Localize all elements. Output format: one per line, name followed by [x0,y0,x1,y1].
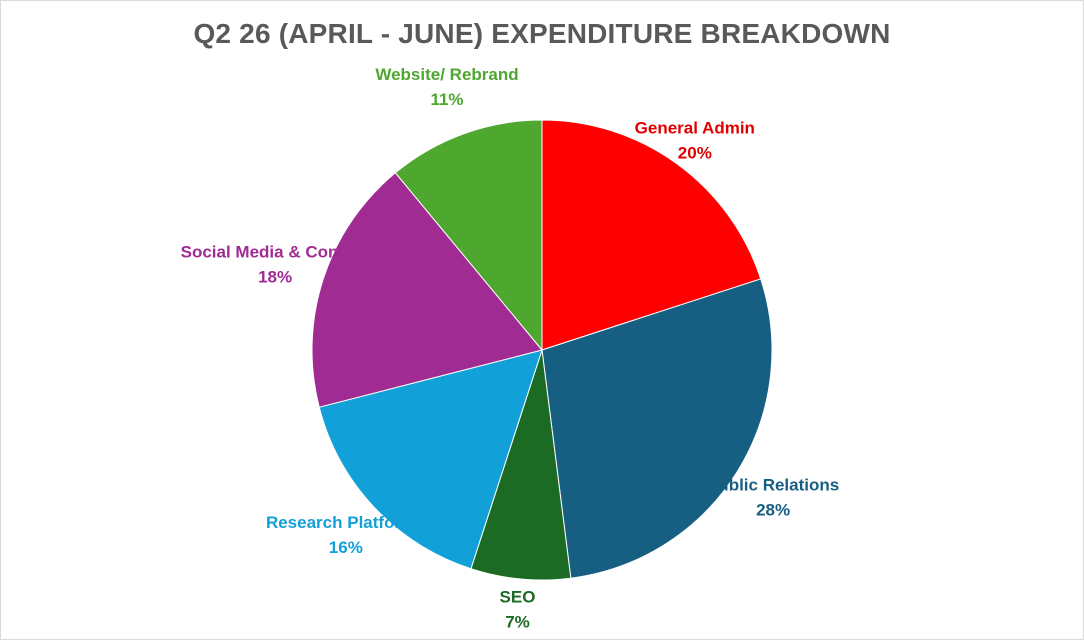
data-label-category: Public Relations [707,476,839,495]
data-label-research-platforms: Research Platforms 16% [266,513,426,557]
data-label-website-rebrand: Website/ Rebrand 11% [375,65,518,109]
data-label-category: Research Platforms [266,513,426,532]
data-label-general-admin: General Admin 20% [635,119,755,163]
pie-slice-research-platforms [318,349,543,570]
pie-labels: General Admin 20% Public Relations 28% SEO 7%… [181,65,840,632]
data-label-percent: 16% [329,538,363,557]
pie-slice-public-relations [541,278,773,579]
data-label-category: Website/ Rebrand [375,65,518,84]
chart-title: Q2 26 (APRIL - JUNE) EXPENDITURE BREAKDO… [193,18,891,49]
data-label-percent: 11% [430,90,463,109]
pie-slices [311,119,773,581]
pie-slice-website-rebrand [394,119,543,352]
data-label-category: SEO [500,588,536,607]
data-label-percent: 28% [756,501,790,520]
data-label-category: Social Media & Content [181,242,370,261]
data-label-public-relations: Public Relations 28% [707,476,839,520]
data-label-percent: 7% [505,613,530,632]
data-label-seo: SEO 7% [500,588,536,632]
data-label-category: General Admin [635,119,755,138]
pie-slice-seo [470,349,572,581]
pie-slice-general-admin [541,119,762,351]
data-label-percent: 20% [678,144,712,163]
data-label-percent: 18% [258,267,292,286]
data-label-social-media-and-content: Social Media & Content 18% [181,242,370,286]
pie-slice-social-media-and-content [311,172,543,408]
